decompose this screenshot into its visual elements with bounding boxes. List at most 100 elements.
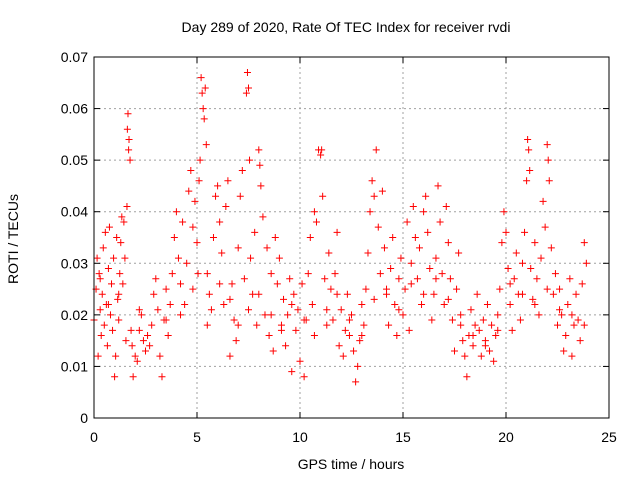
data-point [409,203,417,211]
data-point [129,373,137,381]
data-point [253,321,261,329]
data-point [280,295,288,303]
data-point [469,331,477,339]
x-axis-label: GPS time / hours [298,456,405,472]
data-point [115,290,123,298]
data-point [124,110,132,118]
data-point [422,192,430,200]
data-point [251,228,259,236]
data-point [271,234,279,241]
data-point [100,321,108,329]
data-point [494,326,502,334]
data-point [111,373,119,381]
data-point [323,321,331,329]
y-tick-label: 0.05 [61,152,88,168]
data-point [397,254,405,262]
data-point [277,326,285,334]
data-point [135,326,143,334]
data-point [125,136,133,144]
data-point [98,290,106,298]
data-point [411,234,419,241]
data-point [97,331,105,339]
data-point [448,316,456,324]
data-point [255,146,263,154]
data-point [304,270,312,278]
y-tick-label: 0.07 [61,49,88,65]
data-point [554,321,561,329]
data-point [566,275,574,283]
x-tick-label: 15 [395,429,411,445]
data-point [508,326,516,334]
data-point [506,280,514,288]
data-point [94,352,102,360]
data-point [463,373,471,381]
data-point [488,321,496,329]
data-point [228,280,236,288]
data-point [395,306,403,314]
data-point [333,228,341,236]
data-point [434,182,442,190]
data-point [430,290,438,298]
data-point [226,352,234,360]
data-point [405,326,413,334]
data-point [319,192,327,200]
data-point [284,311,292,319]
data-point [123,203,131,211]
data-point [308,301,316,309]
data-point [199,105,207,113]
data-point [413,275,421,283]
data-point [106,311,114,319]
data-point [202,141,210,149]
data-point [172,208,180,216]
data-point [516,316,524,324]
data-point [570,321,578,329]
data-point [380,244,388,252]
data-point [220,301,228,309]
data-point [378,187,386,195]
data-point [240,275,248,283]
data-point [418,301,426,309]
data-point [104,264,112,272]
data-point [267,311,275,319]
data-point [383,285,391,293]
data-point [479,316,487,324]
data-point [558,311,566,319]
data-point [203,321,211,329]
data-point [446,275,454,283]
data-point [331,270,339,278]
data-point [95,270,103,278]
data-point [543,285,551,293]
data-point [368,177,376,185]
data-point [114,295,122,303]
data-point [339,352,347,360]
data-point [113,234,121,241]
data-point [539,197,547,205]
y-tick-label: 0.04 [61,204,88,220]
data-point [372,146,380,154]
data-point [442,203,450,211]
data-point [370,295,378,303]
data-point [526,166,534,174]
data-point [119,280,127,288]
data-point [481,342,489,350]
y-tick-label: 0.01 [61,358,88,374]
data-point [218,249,226,257]
data-point [444,295,452,303]
data-point [148,321,156,329]
data-point [560,347,568,355]
data-point [389,234,397,241]
data-point [494,311,502,319]
data-point [131,352,139,360]
data-point [483,301,491,309]
data-point [348,311,355,319]
data-point [407,280,415,288]
data-point [108,280,116,288]
data-point [395,275,403,283]
data-point [444,239,452,247]
data-point [128,342,136,350]
data-point [212,192,220,200]
data-point [556,306,564,314]
axis-ticks: 0 0.01 0.02 0.03 0.04 0.05 0.06 0.07 0 5 10 15 20 25 [61,49,617,445]
data-point [197,74,205,82]
